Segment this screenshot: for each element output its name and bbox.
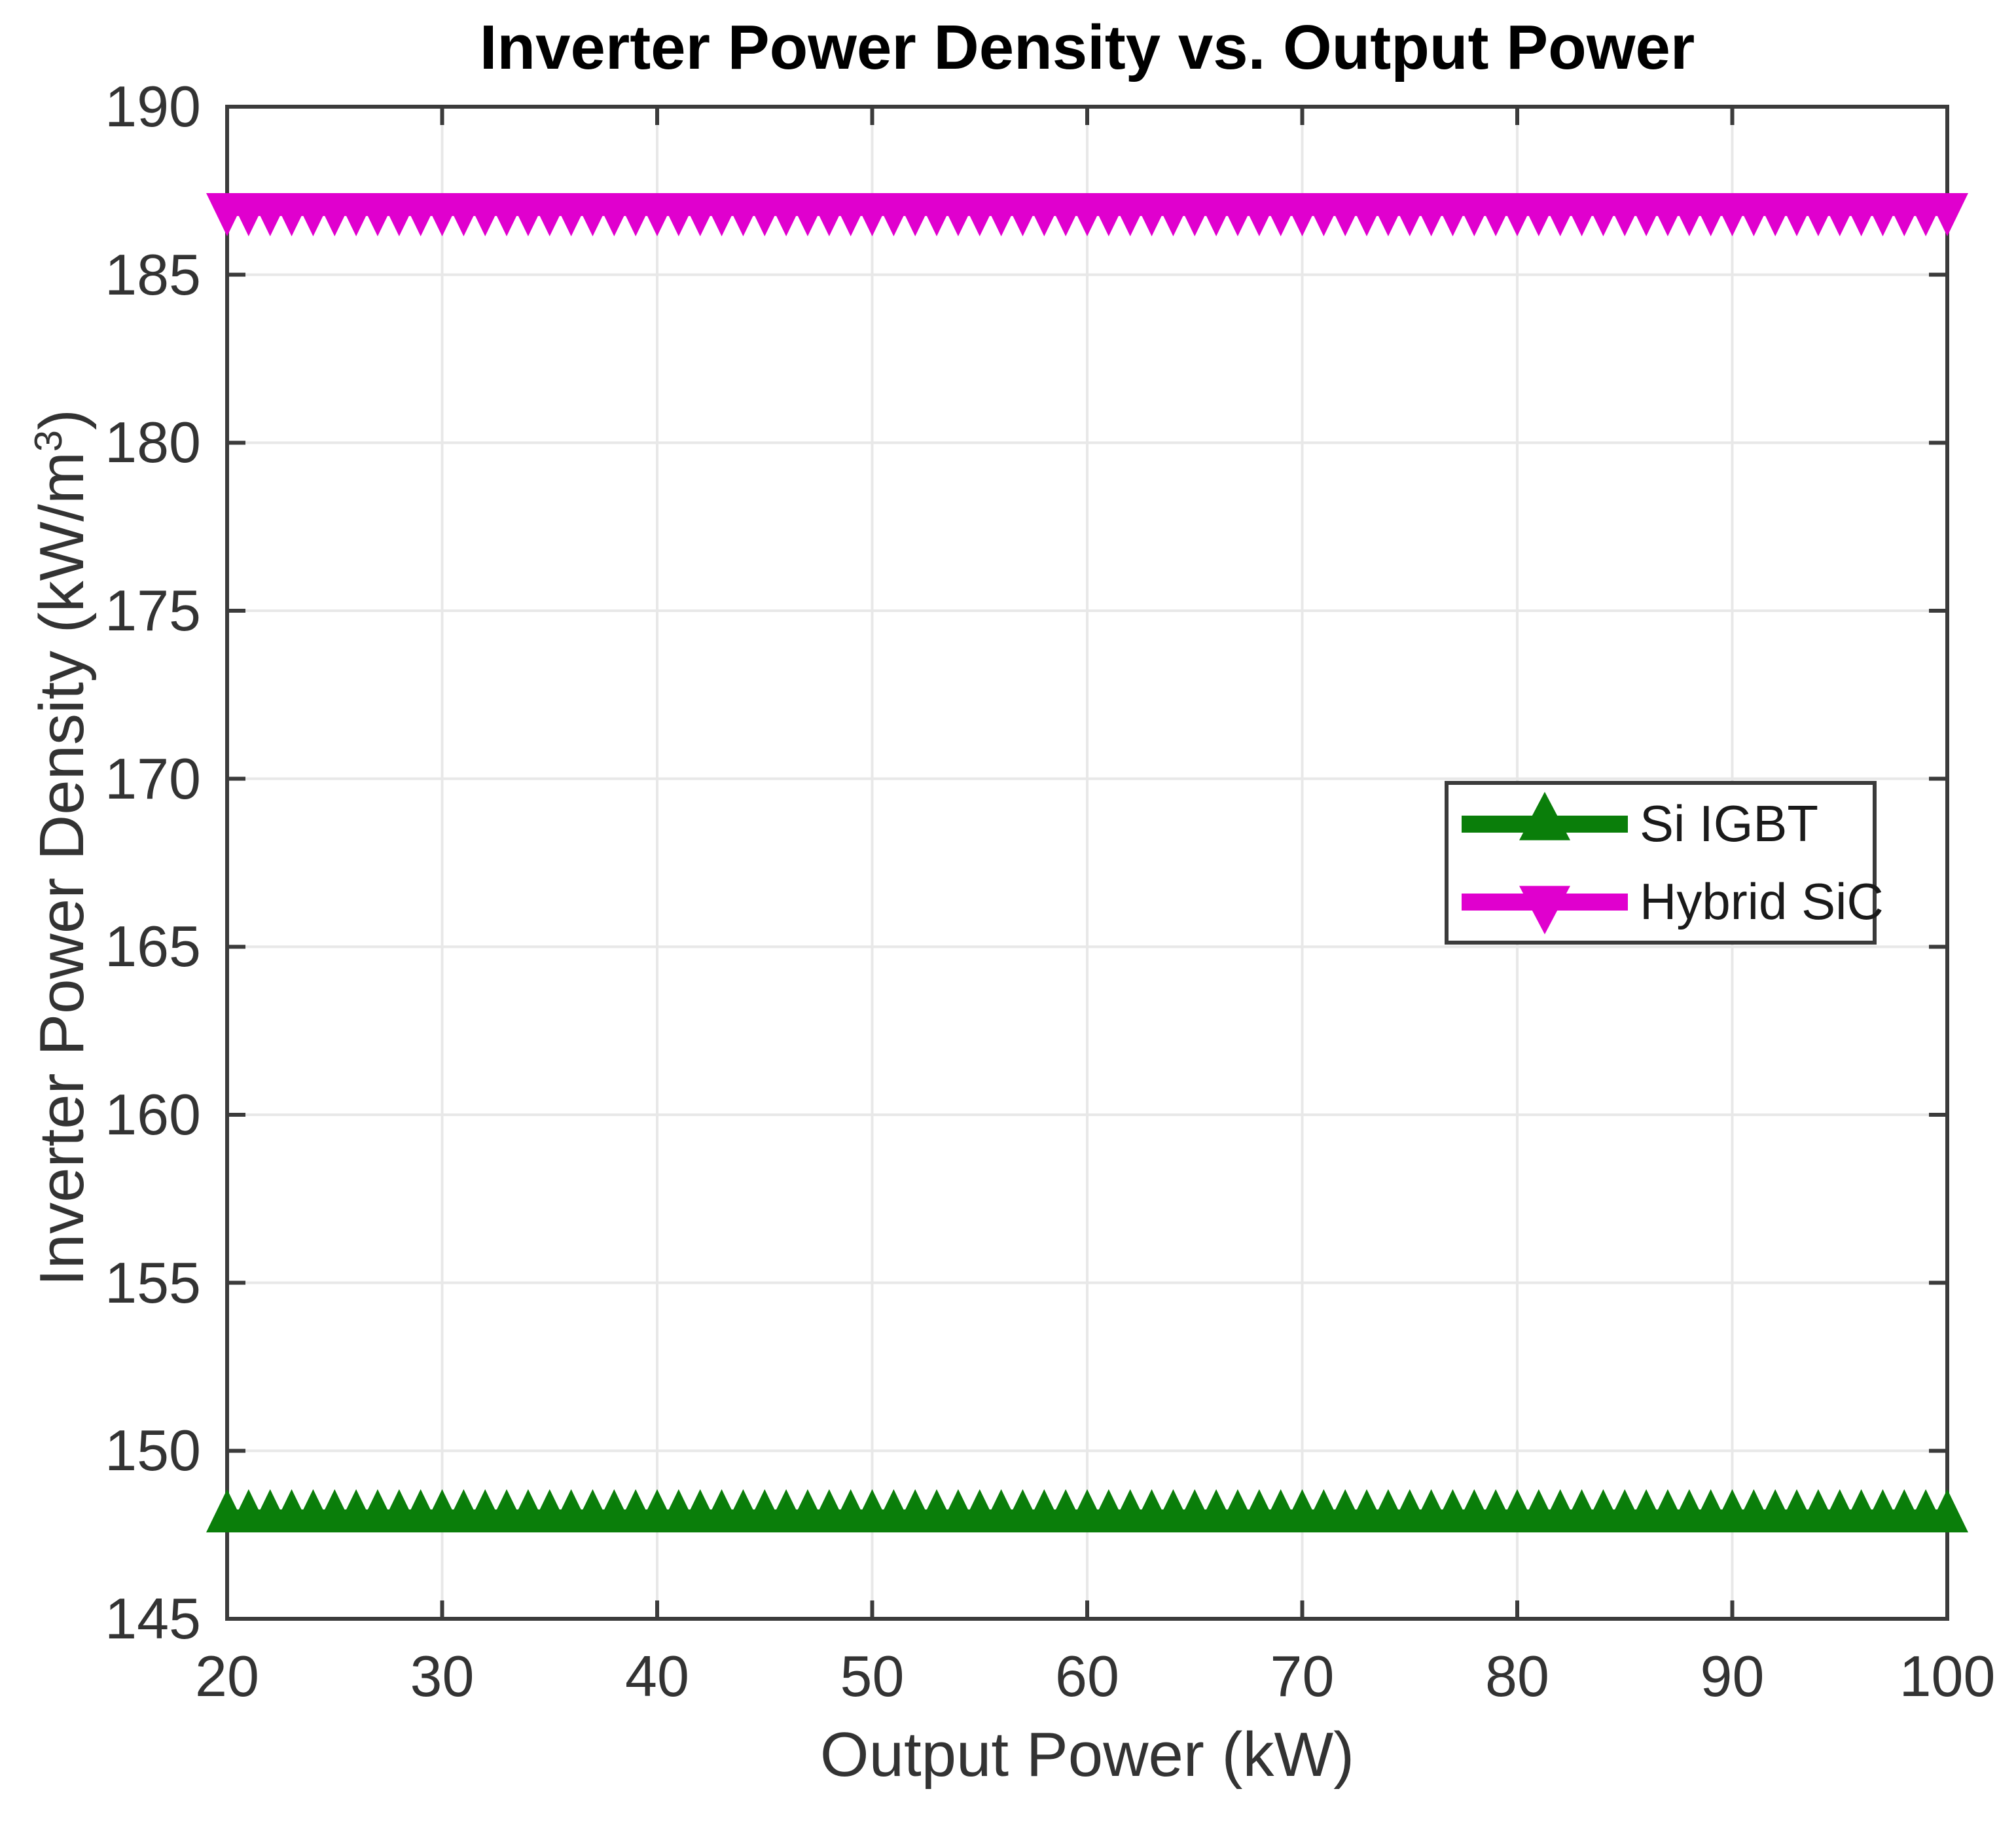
y-tick-label: 155 [105, 1250, 201, 1315]
x-tick-label: 80 [1485, 1644, 1549, 1708]
triangle-down-icon [1519, 885, 1570, 934]
legend-swatch-triangle-down-icon [1462, 885, 1628, 934]
series-markers-hybrid-sic [206, 193, 1968, 236]
y-tick-label: 190 [105, 74, 201, 139]
x-tick-label: 90 [1700, 1644, 1765, 1708]
y-tick-label: 160 [105, 1082, 201, 1147]
legend-row: Si IGBT [1449, 787, 1873, 861]
y-tick-label: 150 [105, 1418, 201, 1483]
series-markers-si-igbt [206, 1489, 1968, 1532]
y-tick-label: 175 [105, 578, 201, 643]
legend-swatch-triangle-up-icon [1462, 791, 1628, 840]
x-tick-label: 70 [1270, 1644, 1335, 1708]
y-axis-label: Inverter Power Density (kW/m3) [26, 409, 98, 1286]
x-tick-label: 20 [195, 1644, 259, 1708]
x-tick-label: 60 [1055, 1644, 1119, 1708]
chart-title: Inverter Power Density vs. Output Power [479, 12, 1695, 82]
legend-label: Si IGBT [1640, 795, 1819, 852]
legend: Si IGBT Hybrid SiC [1445, 781, 1884, 945]
legend-row: Hybrid SiC [1449, 865, 1884, 939]
y-tick-label: 185 [105, 242, 201, 307]
y-tick-label: 170 [105, 746, 201, 811]
y-tick-label: 165 [105, 914, 201, 979]
x-tick-label: 50 [840, 1644, 905, 1708]
legend-label: Hybrid SiC [1640, 873, 1884, 930]
y-tick-label: 180 [105, 410, 201, 475]
x-tick-label: 100 [1899, 1644, 1996, 1708]
y-tick-label: 145 [105, 1586, 201, 1651]
x-axis-label: Output Power (kW) [819, 1720, 1355, 1790]
x-tick-label: 40 [625, 1644, 689, 1708]
triangle-up-icon [1519, 791, 1570, 840]
x-tick-label: 30 [410, 1644, 475, 1708]
